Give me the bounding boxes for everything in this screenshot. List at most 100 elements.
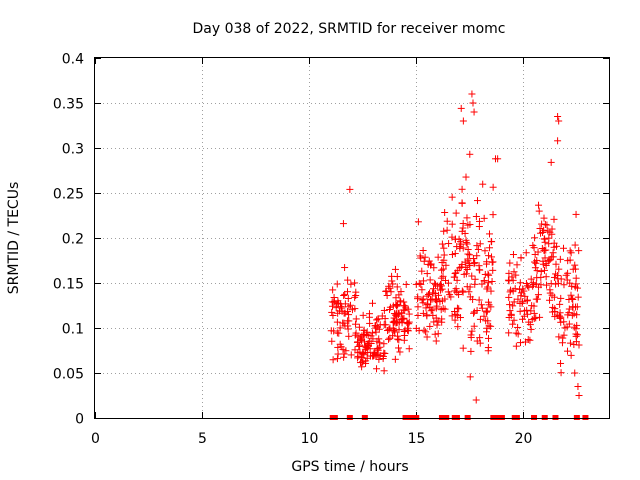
data-point — [473, 197, 481, 205]
data-point — [434, 253, 442, 261]
data-point — [531, 234, 539, 242]
zero-marker — [492, 415, 499, 420]
data-point — [345, 317, 353, 325]
grid-layer — [95, 58, 609, 418]
data-point — [432, 304, 440, 312]
data-point — [405, 320, 413, 328]
data-point — [546, 296, 554, 304]
data-point — [380, 367, 388, 375]
data-point — [462, 238, 470, 246]
data-point — [385, 326, 393, 334]
data-point — [526, 336, 534, 344]
data-point — [486, 230, 494, 238]
data-point — [357, 354, 365, 362]
data-point — [336, 324, 344, 332]
data-point — [544, 227, 552, 235]
data-point — [475, 266, 483, 274]
data-point — [430, 318, 438, 326]
data-point — [466, 373, 474, 381]
data-point — [347, 351, 355, 359]
data-point — [448, 193, 456, 201]
data-point — [401, 332, 409, 340]
x-tick-label: 15 — [408, 431, 426, 447]
data-point — [382, 287, 390, 295]
data-point — [437, 274, 445, 282]
data-point — [564, 347, 572, 355]
data-point — [344, 276, 352, 284]
data-point — [560, 244, 568, 252]
data-point — [516, 279, 524, 287]
data-point — [474, 245, 482, 253]
data-point — [424, 260, 432, 268]
data-point — [421, 253, 429, 261]
data-point — [464, 250, 472, 258]
data-point — [440, 227, 448, 235]
data-point — [339, 220, 347, 228]
y-tick-label: 0.25 — [53, 187, 84, 203]
zero-marker — [346, 415, 353, 420]
data-point — [545, 257, 553, 265]
data-point — [470, 308, 478, 316]
data-point — [453, 304, 461, 312]
data-point — [574, 293, 582, 301]
data-point — [560, 281, 568, 289]
data-point — [508, 273, 516, 281]
data-point — [392, 294, 400, 302]
data-point — [575, 341, 583, 349]
data-point — [388, 272, 396, 280]
data-point — [471, 259, 479, 267]
data-point — [454, 323, 462, 331]
data-points — [327, 90, 583, 404]
data-point — [340, 319, 348, 327]
data-point — [459, 219, 467, 227]
data-point — [557, 294, 565, 302]
data-point — [459, 117, 467, 125]
data-point — [547, 158, 555, 166]
y-tick-label: 0.05 — [53, 367, 84, 383]
data-point — [373, 365, 381, 373]
data-point — [428, 306, 436, 314]
data-point — [478, 304, 486, 312]
data-point — [476, 339, 484, 347]
data-point — [543, 221, 551, 229]
data-point — [549, 249, 557, 257]
data-point — [340, 350, 348, 358]
data-point — [522, 249, 530, 257]
data-point — [341, 309, 349, 317]
data-point — [480, 277, 488, 285]
data-point — [344, 294, 352, 302]
data-point — [332, 304, 340, 312]
data-point — [470, 108, 478, 116]
data-point — [485, 271, 493, 279]
data-point — [462, 263, 470, 271]
data-point — [429, 311, 437, 319]
data-point — [518, 299, 526, 307]
data-point — [419, 299, 427, 307]
data-point — [412, 324, 420, 332]
data-point — [561, 324, 569, 332]
data-point — [420, 326, 428, 334]
data-point — [366, 352, 374, 360]
data-point — [373, 316, 381, 324]
data-point — [397, 316, 405, 324]
data-point — [390, 327, 398, 335]
data-point — [485, 334, 493, 342]
data-point — [404, 305, 412, 313]
data-point — [373, 351, 381, 359]
zero-marker — [573, 415, 580, 420]
data-point — [485, 322, 493, 330]
data-point — [442, 261, 450, 269]
data-point — [494, 155, 502, 163]
data-point — [374, 315, 382, 323]
data-point — [418, 267, 426, 275]
data-point — [476, 240, 484, 248]
data-point — [509, 287, 517, 295]
data-point — [417, 280, 425, 288]
data-point — [441, 208, 449, 216]
data-point — [470, 260, 478, 268]
data-point — [348, 306, 356, 314]
data-point — [341, 264, 349, 272]
data-point — [536, 225, 544, 233]
zero-marker — [408, 415, 415, 420]
